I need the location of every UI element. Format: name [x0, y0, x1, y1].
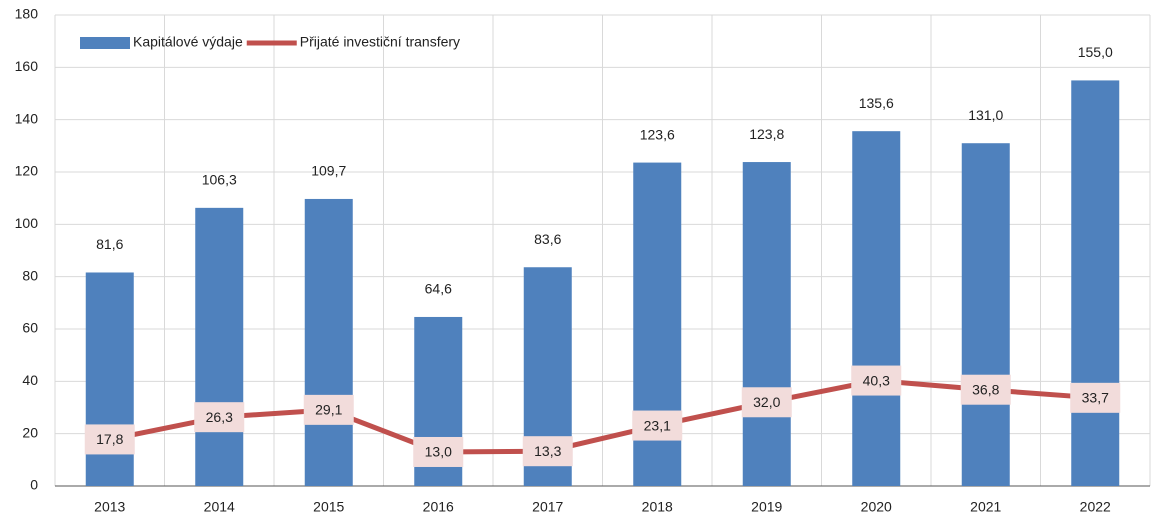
- line-label: 23,1: [644, 417, 671, 433]
- x-tick-label: 2014: [204, 499, 235, 515]
- line-label: 32,0: [753, 394, 780, 410]
- line-label: 13,3: [534, 443, 561, 459]
- line-label-box: [84, 424, 135, 455]
- line-label: 26,3: [206, 409, 233, 425]
- y-tick-label: 160: [15, 58, 39, 74]
- y-tick-label: 140: [15, 110, 39, 126]
- y-tick-label: 80: [22, 267, 38, 283]
- x-tick-label: 2013: [94, 499, 125, 515]
- legend-swatch: [80, 37, 130, 49]
- bar-label: 64,6: [425, 281, 452, 297]
- x-tick-label: 2017: [532, 499, 563, 515]
- line-label-box: [194, 402, 245, 433]
- bar-label: 135,6: [859, 95, 894, 111]
- line-label-box: [741, 387, 792, 418]
- x-tick-label: 2019: [751, 499, 782, 515]
- legend-label: Kapitálové výdaje: [133, 34, 243, 50]
- bar-label: 123,6: [640, 126, 675, 142]
- bar-label: 83,6: [534, 231, 561, 247]
- x-tick-label: 2016: [423, 499, 454, 515]
- bar: [961, 143, 1010, 486]
- line-label-box: [303, 394, 354, 425]
- y-tick-label: 120: [15, 163, 39, 179]
- bar: [304, 198, 353, 486]
- bar: [852, 131, 901, 486]
- bar-label: 131,0: [968, 107, 1003, 123]
- line-label-box: [960, 374, 1011, 405]
- line-label-box: [522, 436, 573, 467]
- line-label-box: [851, 365, 902, 396]
- x-tick-label: 2020: [861, 499, 892, 515]
- line-label-box: [1070, 382, 1121, 413]
- line-label: 40,3: [863, 372, 890, 388]
- bar-label: 106,3: [202, 172, 237, 188]
- y-tick-label: 0: [30, 477, 38, 493]
- y-tick-label: 20: [22, 424, 38, 440]
- line-label-box: [632, 410, 683, 441]
- y-tick-label: 40: [22, 372, 38, 388]
- line-label: 36,8: [972, 381, 999, 397]
- line-label: 29,1: [315, 402, 342, 418]
- y-tick-label: 180: [15, 6, 39, 22]
- y-tick-label: 60: [22, 320, 38, 336]
- bar: [1071, 80, 1120, 487]
- bar-label: 155,0: [1078, 44, 1113, 60]
- bar-label: 123,8: [749, 126, 784, 142]
- x-tick-label: 2015: [313, 499, 344, 515]
- x-tick-label: 2018: [642, 499, 673, 515]
- line-label: 13,0: [425, 444, 452, 460]
- bar: [742, 162, 791, 486]
- y-tick-label: 100: [15, 215, 39, 231]
- line-label: 17,8: [96, 431, 123, 447]
- bar-label: 109,7: [311, 163, 346, 179]
- line: [109, 378, 1096, 455]
- line-label: 33,7: [1082, 390, 1109, 406]
- bar: [195, 207, 244, 486]
- legend-label: Přijaté investiční transfery: [300, 34, 460, 50]
- x-tick-label: 2021: [970, 499, 1001, 515]
- line-label-box: [413, 436, 464, 467]
- bar-label: 81,6: [96, 236, 123, 252]
- x-tick-label: 2022: [1080, 499, 1111, 515]
